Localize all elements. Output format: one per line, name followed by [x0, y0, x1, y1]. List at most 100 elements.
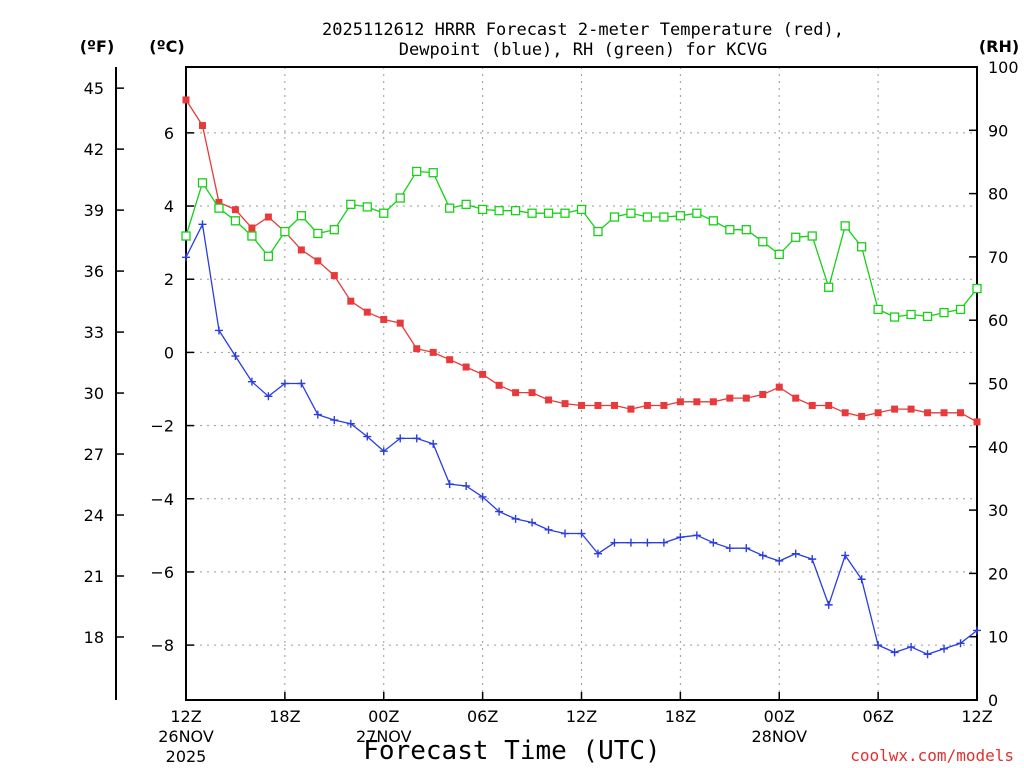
dewpoint-point [973, 626, 981, 635]
rh-tick-label: 90 [988, 121, 1008, 140]
dewpoint-point [396, 434, 405, 443]
2-meter-temperature-point [940, 409, 948, 417]
fahrenheit-tick-label: 30 [84, 384, 104, 403]
x-tick-date-label: 26NOV [158, 727, 214, 746]
2-meter-temperature-point [396, 319, 404, 327]
2-meter-temperature-point [479, 370, 487, 378]
dewpoint-point [363, 432, 372, 441]
2-meter-temperature-point [726, 394, 734, 402]
rh-point [181, 231, 191, 241]
dewpoint-point [462, 481, 471, 490]
rh-point [527, 208, 537, 218]
rh-point [939, 307, 949, 318]
2-meter-temperature-point [330, 272, 338, 280]
2-meter-temperature-point [215, 198, 223, 206]
rh-tick-label: 20 [988, 564, 1008, 583]
dewpoint-point [297, 379, 306, 388]
dewpoint-point [824, 600, 833, 609]
dewpoint-point [808, 555, 817, 564]
rh-point [395, 193, 405, 203]
2-meter-temperature-point [578, 401, 585, 409]
2-meter-temperature-point [314, 257, 322, 265]
2-meter-temperature-point [380, 315, 388, 323]
rh-point [477, 204, 488, 215]
fahrenheit-tick-label: 33 [84, 323, 104, 342]
rh-tick-label: 0 [988, 691, 998, 710]
2-meter-temperature-point [973, 418, 981, 426]
dewpoint-point [379, 447, 388, 456]
2-meter-temperature-point [759, 390, 767, 398]
rh-point [247, 231, 257, 241]
rh-point [510, 206, 521, 216]
celsius-tick-label: 6 [164, 124, 174, 143]
2-meter-temperature-point [363, 308, 371, 316]
x-tick-label: 12Z [170, 707, 201, 726]
rh-tick-label: 50 [988, 375, 1008, 394]
2-meter-temperature-point [248, 224, 256, 232]
dewpoint-point [429, 439, 438, 448]
dewpoint-point [940, 644, 949, 653]
2-meter-temperature-point [594, 401, 602, 409]
x-axis-title: Forecast Time (UTC) [363, 736, 660, 766]
rh-point [494, 206, 504, 216]
rh-point [791, 232, 801, 242]
x-tick-label: 06Z [862, 707, 893, 726]
dewpoint-point [626, 538, 635, 547]
rh-tick-label: 60 [988, 311, 1008, 330]
dewpoint-point [956, 639, 965, 648]
fahrenheit-tick-label: 36 [84, 262, 104, 281]
rh-point [263, 251, 274, 261]
grid-layer [186, 67, 977, 700]
dewpoint-point [643, 538, 652, 547]
fahrenheit-tick-label: 21 [84, 567, 104, 586]
rh-point [296, 211, 307, 221]
rh-point [346, 199, 356, 210]
2-meter-temperature-point [742, 394, 750, 402]
2-meter-temperature-point [693, 398, 701, 406]
axis-layer: −8−6−4−202461821242730333639424501020304… [84, 58, 1019, 766]
series-layer [181, 96, 982, 659]
dewpoint-point [280, 379, 289, 388]
x-tick-year-label: 2025 [166, 747, 207, 766]
rh-tick-label: 40 [988, 438, 1008, 457]
2-meter-temperature-point [841, 409, 849, 417]
celsius-unit-label: (ºC) [149, 37, 184, 56]
dewpoint-point [313, 410, 322, 419]
rh-tick-label: 70 [988, 248, 1008, 267]
rh-point [873, 304, 883, 315]
2-meter-temperature-point [264, 213, 272, 221]
2-meter-temperature-point [545, 396, 553, 404]
2-meter-temperature-point [429, 348, 437, 356]
2-meter-temperature-point [874, 409, 882, 417]
x-tick-date-label: 28NOV [751, 727, 807, 746]
dewpoint-point [198, 220, 207, 229]
credit-label: coolwx.com/models [850, 746, 1014, 765]
rh-point [280, 226, 290, 237]
dewpoint-point [495, 507, 504, 516]
fahrenheit-tick-label: 18 [84, 628, 104, 647]
fahrenheit-tick-label: 27 [84, 445, 104, 464]
rh-point [593, 226, 603, 237]
2-meter-temperature-point [462, 363, 470, 371]
x-tick-label: 18Z [665, 707, 696, 726]
rh-point [379, 208, 389, 218]
rh-tick-label: 30 [988, 501, 1008, 520]
celsius-tick-label: −6 [150, 563, 174, 582]
dewpoint-point [593, 549, 602, 558]
rh-point [889, 312, 900, 322]
rh-point [445, 203, 455, 213]
dewpoint-point [874, 641, 883, 650]
rh-point [856, 242, 867, 252]
dewpoint-point [676, 533, 685, 542]
chart-title-line-2: Dewpoint (blue), RH (green) for KCVG [399, 40, 767, 60]
x-tick-label: 06Z [467, 707, 498, 726]
dewpoint-point [478, 492, 487, 501]
dewpoint-point [511, 514, 520, 523]
dewpoint-point [791, 549, 800, 558]
dewpoint-point [561, 529, 570, 538]
rh-point [576, 204, 587, 215]
2-meter-temperature-point [231, 206, 239, 214]
2-meter-temperature-line [185, 99, 978, 423]
dewpoint-point [264, 392, 273, 401]
